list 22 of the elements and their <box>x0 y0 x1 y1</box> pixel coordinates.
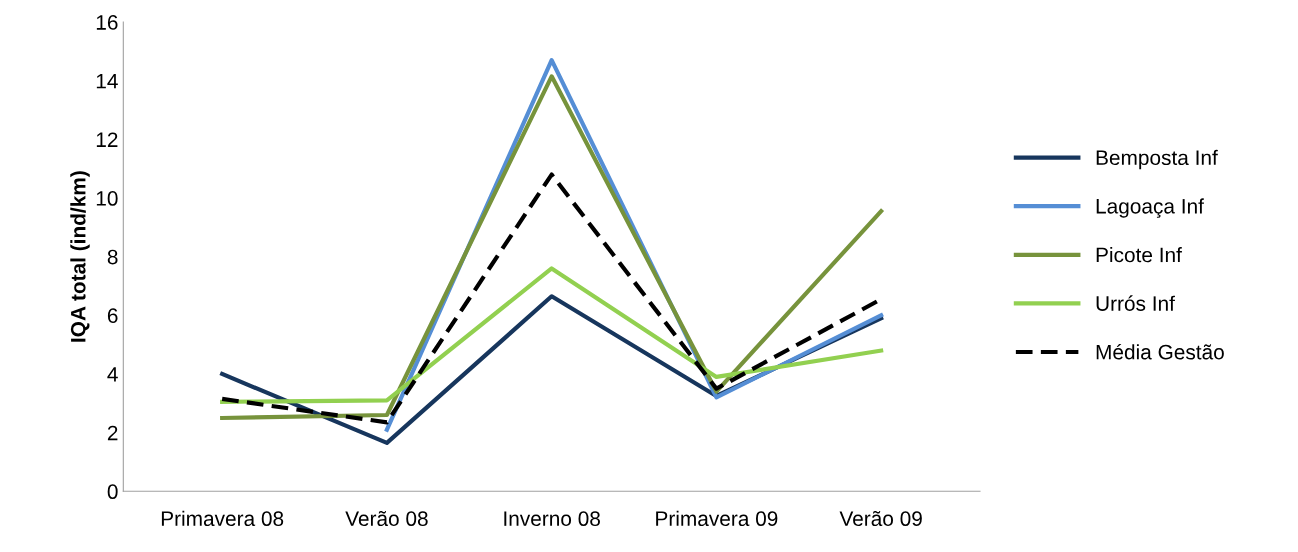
y-axis-title: IQA total (ind/km) <box>70 171 90 342</box>
x-tick-label: Verão 08 <box>345 510 428 527</box>
y-tick-label: 0 <box>107 484 118 500</box>
y-tick-label: 2 <box>107 425 118 441</box>
y-tick-label: 6 <box>107 308 118 324</box>
line-series <box>220 266 884 404</box>
y-tick-label: 12 <box>96 132 118 147</box>
y-tick-label: 8 <box>107 249 118 265</box>
x-tick-label: Verão 09 <box>839 510 922 527</box>
legend-label: Média Gestão <box>1096 343 1224 360</box>
y-tick-label: 14 <box>96 73 118 89</box>
y-tick-label: 16 <box>96 15 118 30</box>
x-tick-label: Primavera 08 <box>161 510 284 527</box>
legend-label: Picote Inf <box>1096 247 1182 263</box>
x-tick-label: Primavera 09 <box>656 510 778 527</box>
legend-label: Bemposta Inf <box>1096 149 1218 170</box>
y-tick-label: 10 <box>96 191 118 206</box>
legend-label: Lagoaça Inf <box>1096 198 1204 218</box>
line-series <box>220 74 884 421</box>
y-tick-label: 4 <box>107 367 118 382</box>
x-tick-label: Inverno 08 <box>504 511 600 527</box>
legend-label: Urrós Inf <box>1096 295 1175 311</box>
